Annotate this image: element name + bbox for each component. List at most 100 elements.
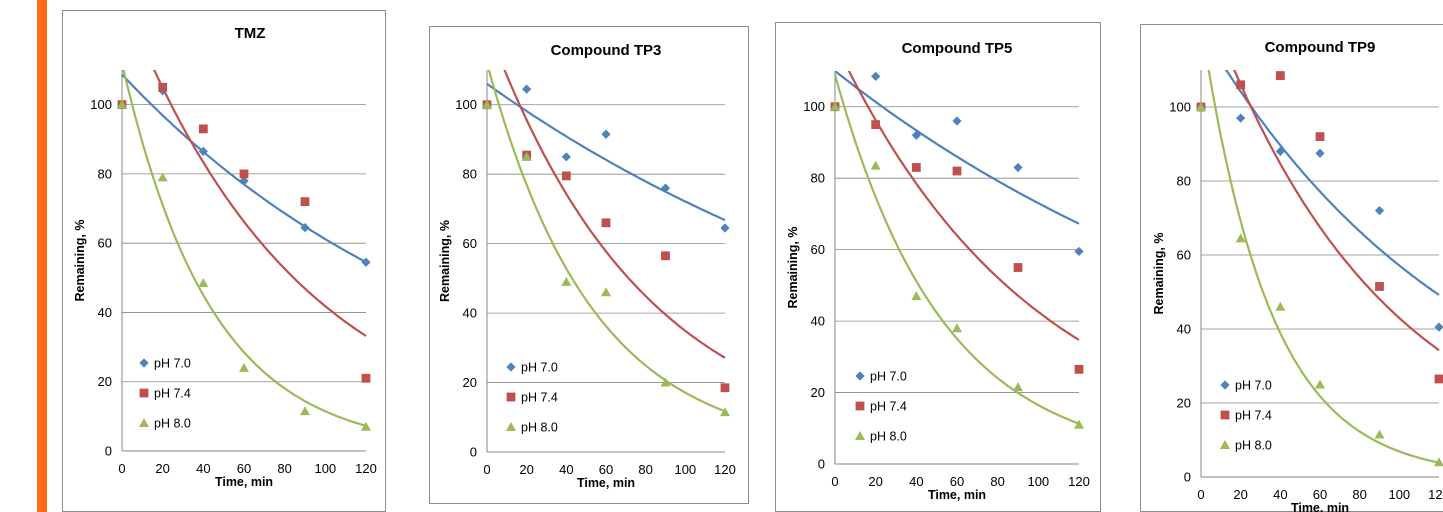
trend-lines [486,70,726,413]
x-axis-title: Time, min [577,476,635,490]
y-tick-label: 100 [455,97,477,112]
y-tick-label: 0 [818,457,825,472]
trend-line-pH70 [1224,70,1440,296]
data-point-pH70 [361,257,371,267]
data-point-pH74 [1315,132,1325,141]
data-point-pH70 [720,223,730,233]
data-point-pH80 [601,287,611,297]
trend-line-pH80 [487,70,726,413]
legend-marker [506,422,516,431]
y-tick-label: 80 [463,167,477,182]
data-point-pH80 [1196,102,1206,111]
legend-label: pH 7.4 [1235,409,1272,423]
accent-bar [37,0,47,512]
x-tick-label: 120 [1428,487,1443,502]
legend-marker [139,388,149,398]
legend-marker [855,401,865,411]
legend-label: pH 8.0 [521,421,558,435]
data-point-pH74 [158,82,168,92]
legend-label: pH 7.4 [521,391,558,405]
y-tick-label: 80 [1177,174,1191,189]
data-point-pH80 [1275,301,1286,311]
x-axis-title: Time, min [928,488,986,502]
data-point-pH80 [660,377,671,387]
legend-marker [506,392,516,402]
y-tick-label: 80 [98,166,112,181]
x-tick-label: 40 [196,461,210,476]
data-point-pH74 [720,383,730,393]
x-tick-label: 20 [519,462,533,477]
legend-label: pH 7.0 [1235,379,1272,393]
data-point-pH74 [1013,263,1023,272]
legend-label: pH 7.0 [154,357,191,371]
chart-tp3: 0 20 40 60 80 100 0 20 40 60 80 100 120 Compound TP3 T… [429,26,749,504]
x-tick-label: 60 [599,462,613,477]
legend-label: pH 7.4 [154,387,191,401]
y-tick-label: 80 [811,171,825,186]
x-tick-label: 40 [1273,487,1287,502]
x-tick-label: 120 [714,462,736,477]
data-point-pH80 [1374,429,1385,439]
x-tick-label: 20 [868,474,882,489]
y-axis-title: Remaining, % [73,220,87,302]
legend-label: pH 7.0 [521,361,558,375]
legend-label: pH 8.0 [870,430,907,444]
data-point-pH80 [870,160,881,170]
x-tick-label: 100 [674,462,696,477]
chart-panel-tp5: 0 20 40 60 80 100 0 20 40 60 80 100 120 Compound TP5 T… [775,22,1101,512]
y-tick-label: 0 [470,445,477,460]
chart-title: Compound TP5 [902,40,1013,57]
legend-marker [855,431,865,440]
chart-title: TMZ [235,25,266,42]
data-point-pH80 [300,406,310,416]
data-point-pH74 [1375,282,1384,291]
x-tick-label: 0 [831,474,838,489]
legend-label: pH 8.0 [154,417,191,431]
y-tick-label: 60 [1177,248,1191,263]
y-tick-label: 40 [98,305,112,320]
legend-label: pH 7.4 [870,400,907,414]
data-point-pH80 [117,99,127,109]
x-tick-label: 0 [1197,487,1204,502]
legend-marker [139,418,149,427]
data-point-pH74 [239,169,249,179]
data-point-pH80 [157,172,168,182]
y-tick-label: 0 [1184,470,1191,485]
data-point-pH80 [1235,233,1246,243]
y-tick-label: 20 [811,385,825,400]
y-tick-label: 20 [463,375,477,390]
y-tick-label: 60 [463,236,477,251]
chart-tp5: 0 20 40 60 80 100 0 20 40 60 80 100 120 Compound TP5 T… [775,22,1101,512]
x-tick-label: 40 [909,474,923,489]
y-tick-label: 40 [463,306,477,321]
x-tick-label: 20 [155,461,169,476]
data-point-pH74 [601,218,611,228]
y-axis-title: Remaining, % [1152,233,1166,315]
data-point-pH74 [911,163,921,172]
x-axis-title: Time, min [1291,501,1349,512]
legend: pH 7.0 pH 7.4 pH 8.0 [506,361,558,435]
data-point-pH70 [300,222,310,233]
y-tick-label: 20 [98,374,112,389]
data-point-pH80 [911,291,922,301]
data-point-pH74 [871,120,881,129]
data-point-pH80 [198,278,209,288]
data-point-pH70 [660,183,671,193]
chart-panel-tmz: 0 20 40 60 80 100 0 20 40 60 80 100 120 TMZ Time, min R… [62,10,386,512]
x-tick-label: 120 [1068,474,1090,489]
y-tick-label: 60 [98,236,112,251]
data-point-pH80 [1434,457,1443,467]
chart-tmz: 0 20 40 60 80 100 0 20 40 60 80 100 120 TMZ Time, min R… [62,10,386,512]
x-tick-label: 80 [1352,487,1366,502]
y-tick-label: 60 [811,242,825,257]
data-point-pH80 [482,99,492,109]
y-tick-label: 100 [1169,100,1191,115]
x-axis-title: Time, min [215,475,273,489]
data-points [117,82,371,431]
legend: pH 7.0 pH 7.4 pH 8.0 [855,370,907,444]
y-tick-label: 100 [90,97,112,112]
chart-title: Compound TP9 [1265,39,1376,56]
x-tick-label: 0 [483,462,490,477]
x-tick-label: 120 [355,461,377,476]
x-tick-label: 0 [118,461,125,476]
